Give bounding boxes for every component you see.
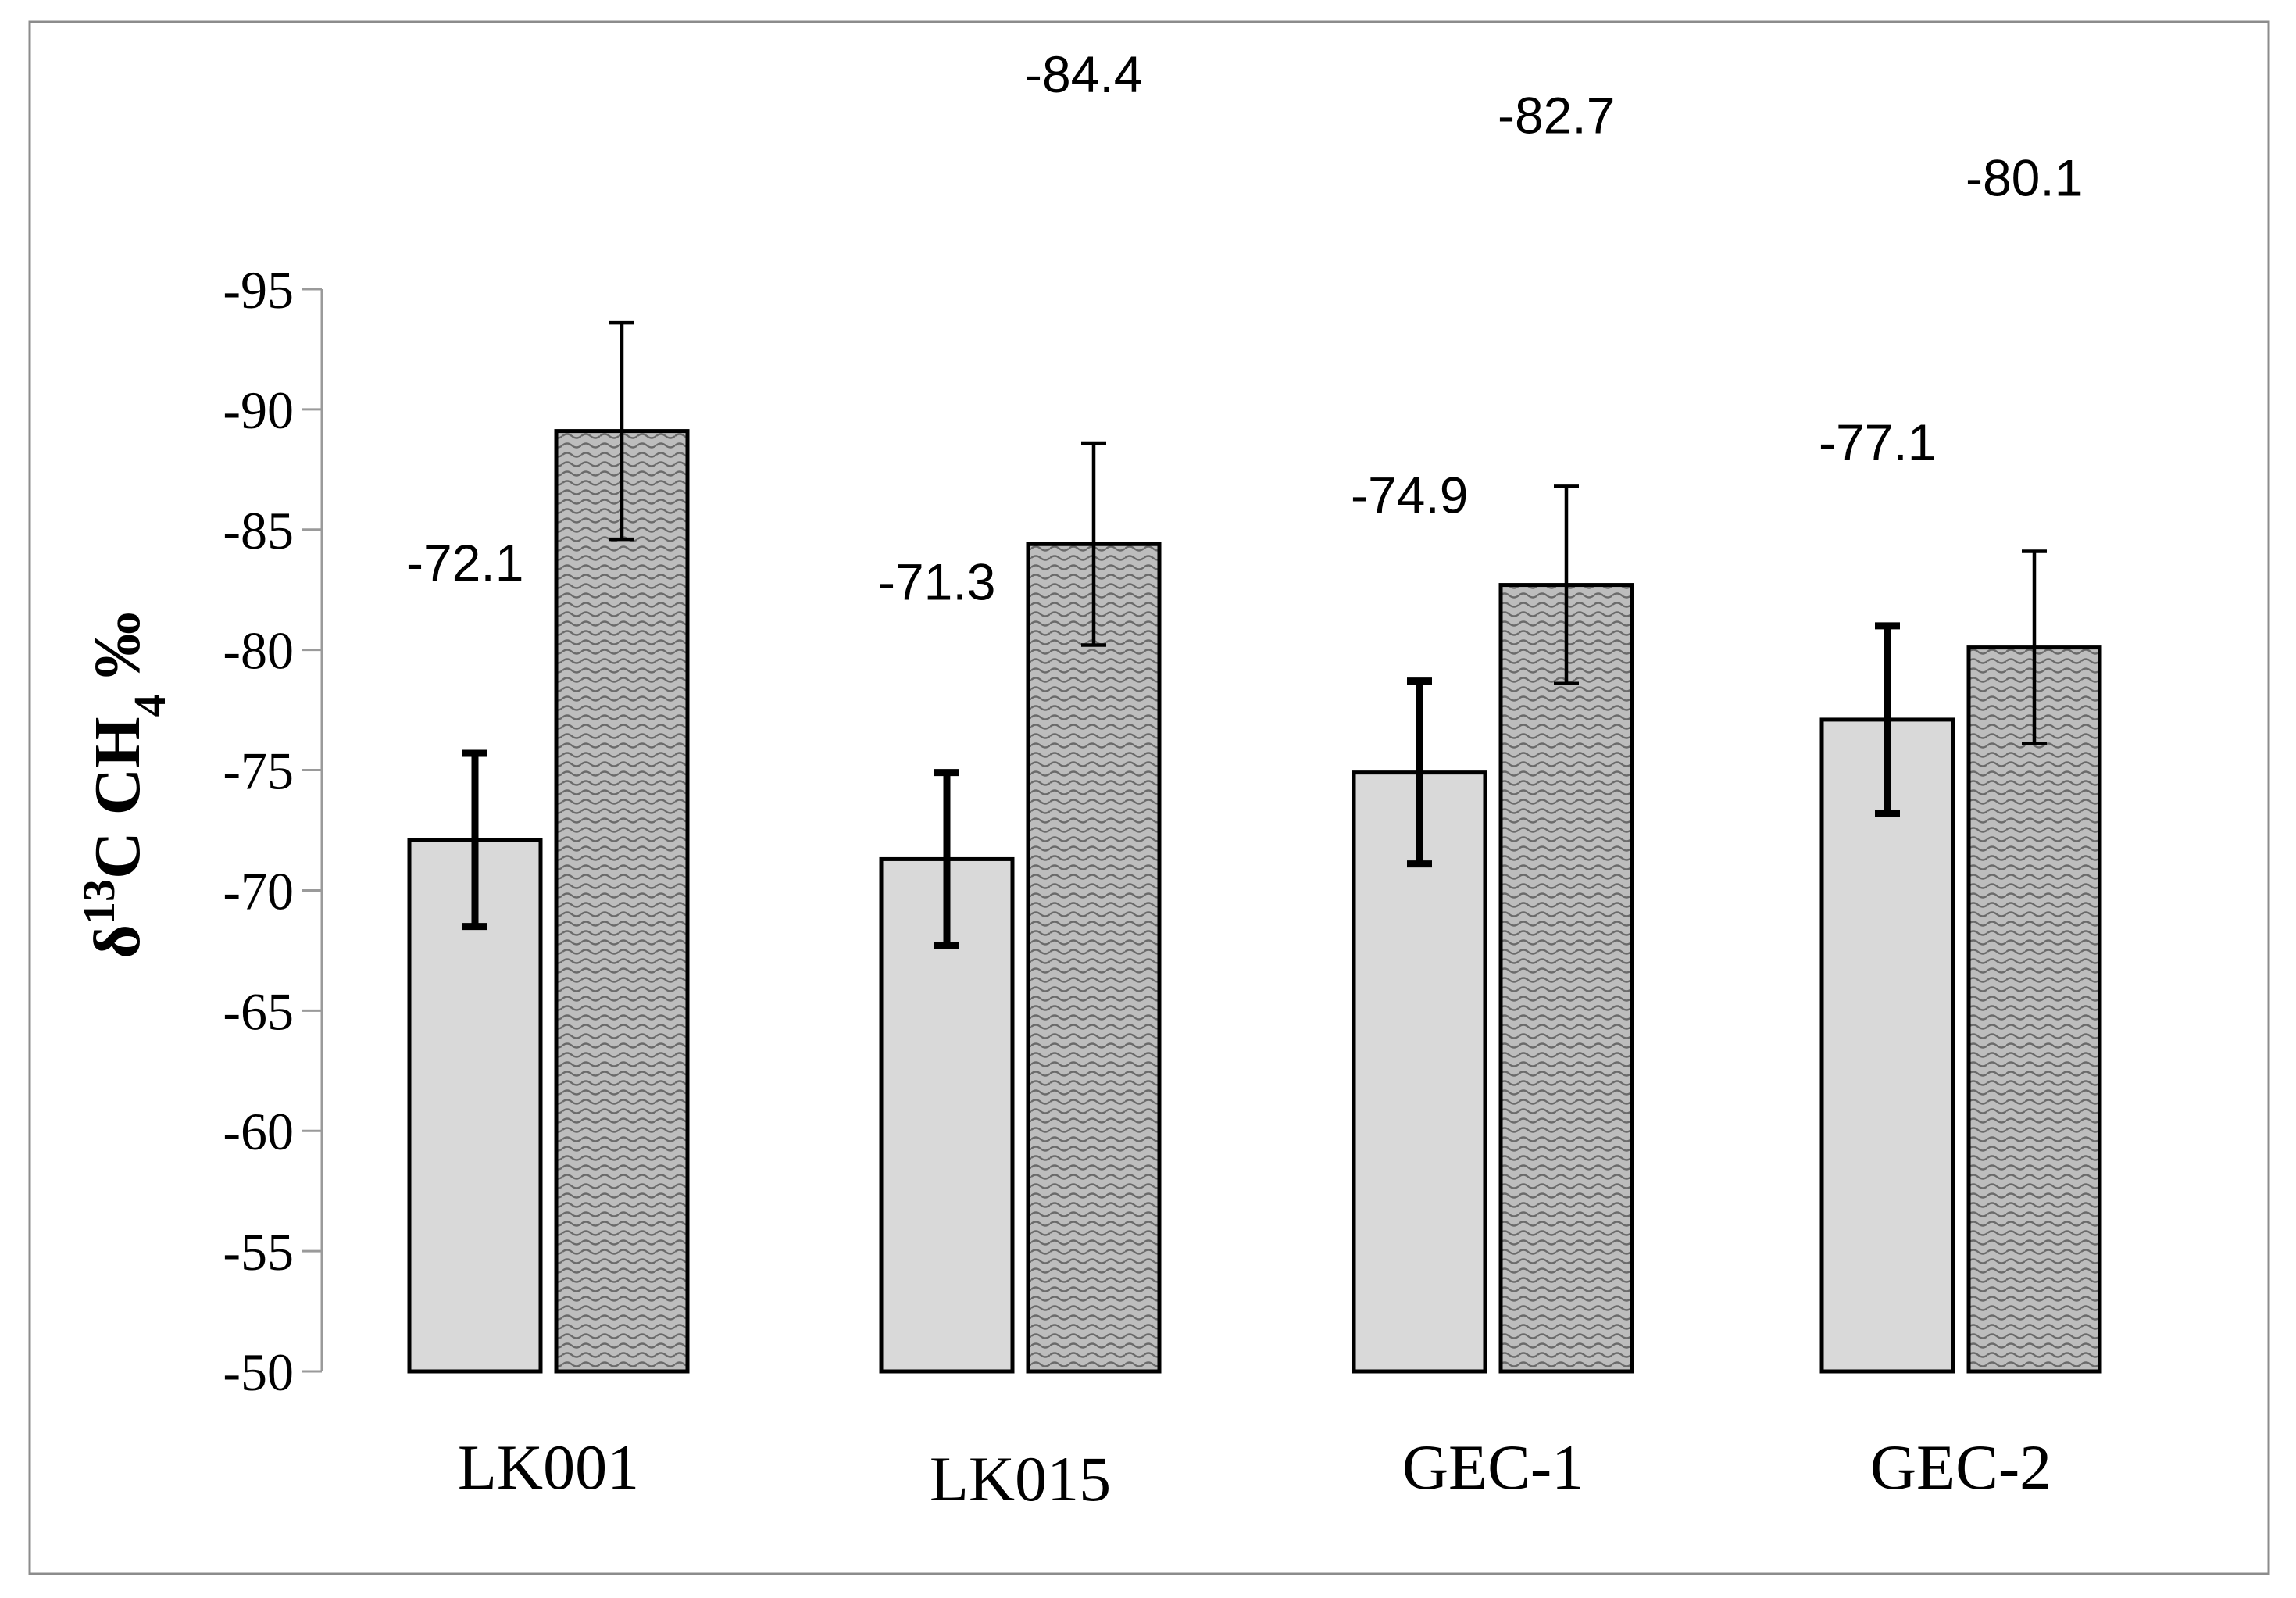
y-tick-label: -70	[223, 861, 294, 921]
ylabel-main: δ	[81, 924, 154, 959]
data-labels: -72.1-89.1-71.3-84.4-74.9-82.7-77.1-80.1	[406, 45, 2083, 610]
bar-series-1	[1819, 717, 1955, 1374]
data-label: -82.7	[1498, 86, 1615, 144]
ylabel-unit: ‰	[81, 612, 154, 694]
ylabel-sub: 4	[124, 694, 175, 717]
ylabel-mid: C CH	[81, 717, 154, 879]
data-label: -71.3	[878, 552, 995, 610]
x-category-label: LK015	[930, 1443, 1111, 1514]
bar-series-1	[1352, 770, 1487, 1374]
y-tick-label: -75	[223, 742, 294, 801]
data-label: -84.4	[1025, 45, 1142, 103]
x-category-label: LK001	[458, 1432, 639, 1503]
y-tick-label: -95	[223, 260, 294, 320]
bar-series-2	[1966, 645, 2102, 1374]
y-tick-label: -50	[223, 1342, 294, 1402]
x-category-label: GEC-1	[1402, 1432, 1584, 1503]
x-category-label: GEC-2	[1870, 1432, 2051, 1503]
y-tick-label: -90	[223, 381, 294, 440]
y-tick-label: -65	[223, 981, 294, 1041]
y-tick-label: -55	[223, 1222, 294, 1282]
y-axis-title: δ13C CH4 ‰	[73, 612, 175, 958]
data-label: -77.1	[1819, 413, 1936, 471]
data-label: -80.1	[1966, 148, 2083, 206]
bar-series-2	[1026, 542, 1162, 1374]
data-label: -72.1	[406, 534, 523, 592]
y-tick-label: -80	[223, 621, 294, 681]
y-tick-label: -85	[223, 501, 294, 560]
ylabel-sup: 13	[73, 879, 124, 924]
y-tick-label: -60	[223, 1102, 294, 1161]
bar-series-2	[554, 429, 690, 1374]
axes: -95 -90 -85 -80 -75 -70 -65 -60 -55 -50 LK001 LK015…	[223, 260, 2051, 1514]
bars	[407, 320, 2102, 1374]
data-label: -74.9	[1351, 467, 1468, 524]
bar-series-2	[1498, 583, 1634, 1374]
